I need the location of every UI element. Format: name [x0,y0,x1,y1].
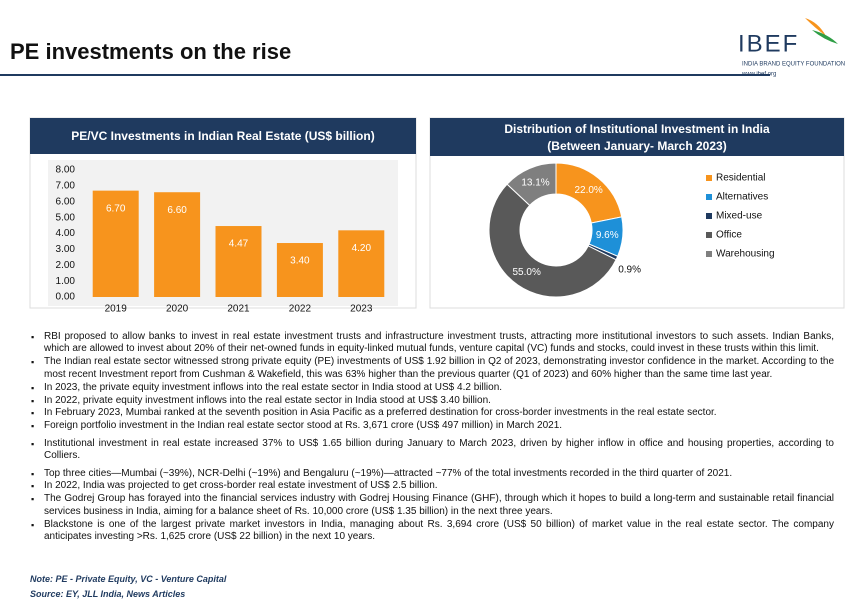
bullet: In 2022, India was projected to get cros… [31,480,834,493]
y-tick-label: 5.00 [56,212,76,223]
y-tick-label: 1.00 [56,276,76,287]
value-label: 6.70 [106,203,126,214]
value-label: 6.60 [167,205,187,216]
value-label: 4.47 [229,239,249,250]
x-tick-label: 2023 [350,304,373,315]
chart-title: PE/VC Investments in Indian Real Estate … [71,129,374,143]
donut-slice [488,183,617,298]
bar [154,192,201,297]
legend-label: Alternatives [716,192,768,203]
legend-marker [706,251,712,257]
bullet: The Godrej Group has forayed into the fi… [31,493,834,518]
logo-website: www.ibef.org [741,72,776,78]
bullet-list: RBI proposed to allow banks to invest in… [30,331,834,544]
note: Note: PE - Private Equity, VC - Venture … [30,574,227,584]
x-tick-label: 2019 [105,304,128,315]
legend-label: Mixed-use [716,211,763,222]
value-label: 55.0% [512,267,540,278]
y-tick-label: 2.00 [56,260,76,271]
bullet: In 2022, private equity investment inflo… [31,395,834,408]
value-label: 9.6% [596,230,619,241]
bar [276,243,323,297]
bar [92,190,139,297]
bullet: In February 2023, Mumbai ranked at the s… [31,407,834,420]
y-tick-label: 4.00 [56,228,76,239]
chart-title: Distribution of Institutional Investment… [504,122,770,136]
legend-marker [706,194,712,200]
legend-label: Office [716,230,742,241]
legend-marker [706,213,712,219]
y-tick-label: 8.00 [56,165,76,176]
chart-subtitle: (Between January- March 2023) [547,139,726,153]
value-label: 3.40 [290,256,310,267]
slide-title: PE investments on the rise [10,39,291,64]
value-label: 0.9% [618,264,641,275]
bar [338,230,385,297]
value-label: 13.1% [521,177,549,188]
x-tick-label: 2021 [227,304,250,315]
chart-area: PE investments on the rise IBEF INDIA BR… [0,18,845,315]
logo-bird [812,30,838,44]
y-tick-label: 3.00 [56,244,76,255]
legend-label: Warehousing [716,249,775,260]
y-tick-label: 0.00 [56,292,76,303]
source: Source: EY, JLL India, News Articles [30,589,186,599]
x-tick-label: 2020 [166,304,189,315]
logo-subtitle: INDIA BRAND EQUITY FOUNDATION [742,62,845,68]
logo: IBEF [738,30,799,57]
logo-bird [805,18,826,36]
legend-marker [706,175,712,181]
legend-marker [706,232,712,238]
bullet: In 2023, the private equity investment i… [31,382,834,395]
bullet: Top three cities—Mumbai (~39%), NCR-Delh… [31,468,834,481]
donut-slice [506,162,557,207]
bullet: RBI proposed to allow banks to invest in… [31,331,834,356]
y-tick-label: 6.00 [56,196,76,207]
bullet: The Indian real estate sector witnessed … [31,356,834,381]
donut-header [430,118,844,156]
x-tick-label: 2022 [289,304,312,315]
value-label: 4.20 [352,243,372,254]
y-tick-label: 7.00 [56,181,76,192]
bar-header [30,118,416,154]
bullet: Blackstone is one of the largest private… [31,519,834,544]
bar [215,226,262,297]
bullet: Institutional investment in real estate … [31,438,834,463]
bullet: Foreign portfolio investment in the Indi… [31,420,834,433]
legend-label: Residential [716,173,765,184]
value-label: 22.0% [574,185,602,196]
